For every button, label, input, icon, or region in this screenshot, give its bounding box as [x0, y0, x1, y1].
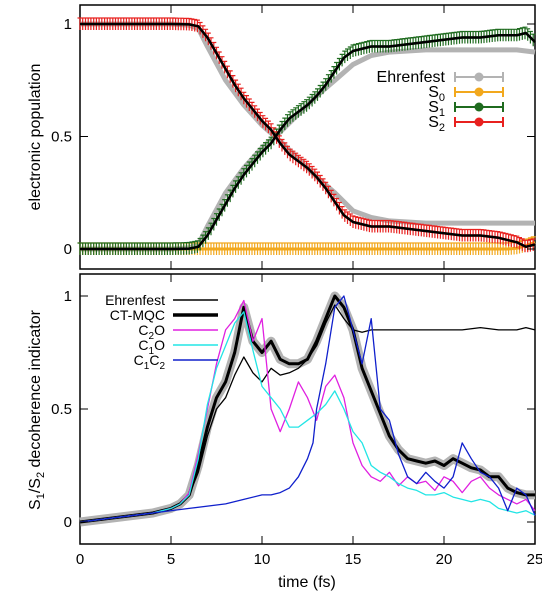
top-legend-marker: [474, 117, 484, 127]
bottom-legend-label: C1C2: [134, 352, 166, 372]
series-line-s1: [80, 31, 536, 251]
top-axis-ticks: 00.51: [51, 5, 536, 269]
errorbars-s2: [77, 17, 536, 253]
errorbars-s0: [77, 236, 536, 255]
series-line-ehrenfest: [79, 304, 536, 523]
y-tick-label: 1: [64, 16, 72, 33]
y-tick-label: 0: [64, 514, 72, 531]
top-y-axis-label: electronic population: [27, 64, 44, 211]
y-tick-label: 0.5: [51, 401, 72, 418]
x-tick-label: 5: [167, 551, 175, 568]
series-line-s2: [80, 22, 536, 249]
top-legend-label: S1: [428, 99, 445, 119]
top-legend-label: Ehrenfest: [377, 69, 446, 86]
x-tick-label: 0: [76, 551, 84, 568]
top-legend-label: S0: [428, 84, 445, 104]
x-tick-label: 25: [527, 551, 542, 568]
y-tick-label: 0.5: [51, 129, 72, 146]
series-line-c1c2: [79, 295, 536, 523]
top-legend-marker: [474, 87, 484, 97]
series-line-ehr_s2: [80, 21, 535, 226]
x-tick-label: 15: [345, 551, 362, 568]
series-line-c2o: [79, 299, 536, 523]
series-line-ehr_s1: [80, 47, 536, 252]
bottom-series-group: [79, 291, 536, 527]
bottom-legend-label: C1O: [138, 337, 165, 357]
top-legend-label: S2: [428, 114, 445, 134]
bottom-y-axis-label: S1/S2 decoherence indicator: [27, 309, 47, 510]
bottom-legend-label: C2O: [138, 322, 165, 342]
top-legend-marker: [474, 72, 484, 82]
x-tick-label: 20: [436, 551, 453, 568]
top-legend-marker: [474, 102, 484, 112]
series-line-ctmqc_s1: [80, 31, 536, 251]
bottom-legend-label: CT-MQC: [110, 307, 165, 323]
bottom-legend-label: Ehrenfest: [105, 292, 165, 308]
series-line-c1o: [79, 311, 536, 523]
bottom-axis-ticks: 00.510 5 10 15 20 25: [51, 274, 542, 568]
x-tick-label: 10: [254, 551, 271, 568]
x-axis-label: time (fs): [278, 574, 336, 591]
y-tick-label: 1: [64, 288, 72, 305]
y-tick-label: 0: [64, 241, 72, 258]
top-series-group: [77, 17, 536, 255]
series-line-ctmqc: [80, 22, 536, 249]
